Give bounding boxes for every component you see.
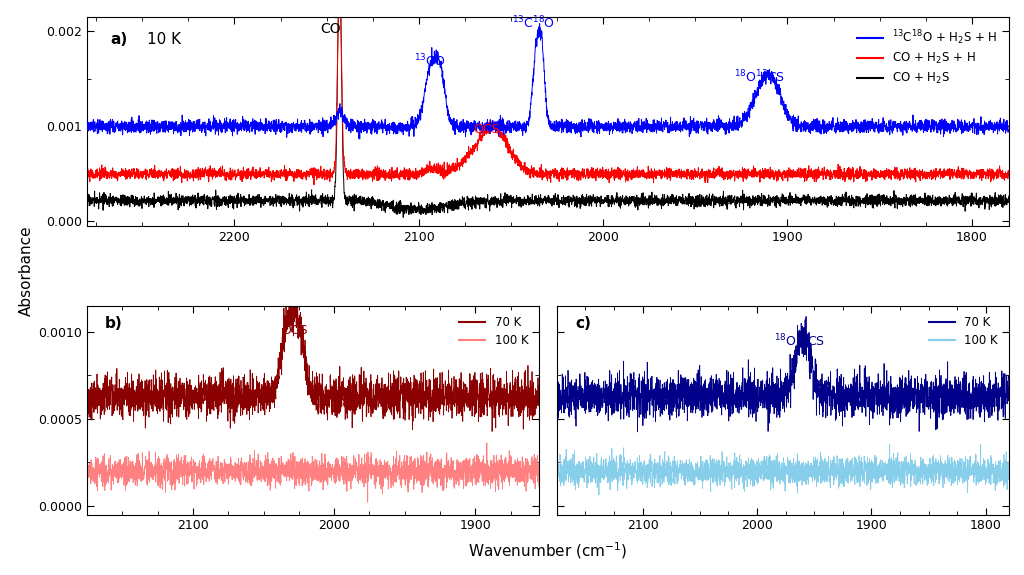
Legend: 70 K, 100 K: 70 K, 100 K — [455, 312, 532, 352]
Text: $^{18}$O$^{13}$CS: $^{18}$O$^{13}$CS — [734, 69, 785, 86]
Text: CO: CO — [321, 22, 341, 36]
Text: $^{13}$C$^{18}$O: $^{13}$C$^{18}$O — [512, 15, 555, 32]
Text: $^{13}$CO: $^{13}$CO — [414, 53, 445, 70]
Text: $^{18}$O$^{13}$CS: $^{18}$O$^{13}$CS — [774, 332, 825, 349]
Text: c): c) — [574, 316, 591, 331]
Text: Wavenumber (cm$^{-1}$): Wavenumber (cm$^{-1}$) — [468, 540, 628, 561]
Legend: $^{13}$C$^{18}$O + H$_2$S + H, CO + H$_2$S + H, CO + H$_2$S: $^{13}$C$^{18}$O + H$_2$S + H, CO + H$_2… — [852, 23, 1002, 91]
Text: b): b) — [105, 316, 123, 331]
Text: Absorbance: Absorbance — [18, 225, 34, 316]
Text: 10 K: 10 K — [147, 32, 181, 47]
Text: OCS: OCS — [282, 324, 308, 337]
Legend: 70 K, 100 K: 70 K, 100 K — [925, 312, 1002, 352]
Text: OCS: OCS — [474, 123, 501, 136]
Text: a): a) — [111, 32, 127, 47]
